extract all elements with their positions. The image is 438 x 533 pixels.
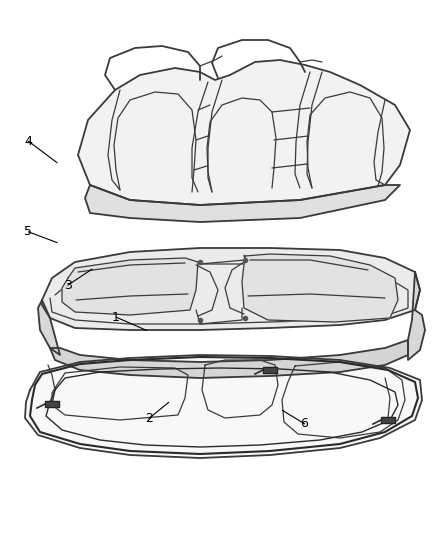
Polygon shape: [263, 367, 277, 373]
Polygon shape: [85, 185, 400, 222]
Text: 1: 1: [112, 311, 120, 324]
Polygon shape: [50, 340, 408, 378]
Polygon shape: [78, 60, 410, 205]
Polygon shape: [38, 300, 60, 355]
Polygon shape: [408, 272, 425, 360]
Text: 4: 4: [25, 135, 32, 148]
Text: 6: 6: [300, 417, 308, 430]
Polygon shape: [242, 254, 398, 322]
Polygon shape: [381, 417, 395, 423]
Polygon shape: [45, 401, 59, 407]
Polygon shape: [62, 258, 198, 315]
Polygon shape: [42, 248, 420, 330]
Polygon shape: [25, 355, 422, 458]
Text: 5: 5: [25, 225, 32, 238]
Text: 2: 2: [145, 412, 153, 425]
Text: 3: 3: [64, 279, 72, 292]
